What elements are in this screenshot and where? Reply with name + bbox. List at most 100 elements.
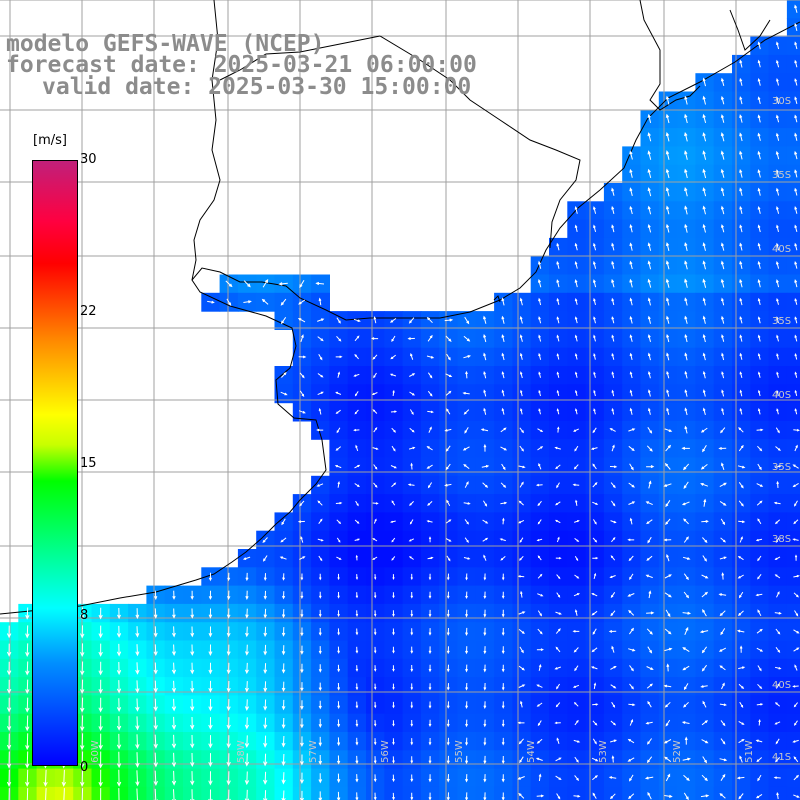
wind-arrow <box>611 645 615 653</box>
wind-arrow <box>519 371 523 379</box>
wind-arrow <box>720 278 725 288</box>
wind-cell <box>786 73 800 93</box>
wind-arrow <box>684 187 688 197</box>
wind-arrow <box>774 465 782 468</box>
wind-arrow <box>280 391 288 396</box>
lat-label: 35S <box>772 170 792 181</box>
wind-arrow <box>446 555 451 562</box>
wind-arrow <box>226 699 231 712</box>
wind-arrow <box>773 501 781 505</box>
colorbar-tick-15: 15 <box>80 456 97 471</box>
wind-cell <box>786 622 800 642</box>
wind-arrow <box>647 334 651 343</box>
wind-arrow <box>592 720 598 726</box>
wind-arrow <box>683 683 689 691</box>
wind-arrow <box>538 297 542 306</box>
wind-arrow <box>611 389 615 397</box>
wind-arrow <box>190 608 195 619</box>
wind-cell <box>567 786 587 800</box>
wind-arrow <box>556 353 560 360</box>
wind-arrow <box>116 733 122 750</box>
wind-cell <box>786 713 800 733</box>
wind-arrow <box>299 556 306 560</box>
wind-arrow <box>629 168 633 178</box>
wind-arrow <box>226 753 231 767</box>
wind-arrow <box>794 260 798 269</box>
wind-arrow <box>446 591 450 599</box>
wind-arrow <box>190 698 195 712</box>
wind-arrow <box>501 719 505 728</box>
wind-arrow <box>792 538 799 541</box>
wind-arrow <box>462 391 470 395</box>
valid-date: valid date: 2025-03-30 15:00:00 <box>42 74 472 100</box>
wind-arrow <box>555 628 561 634</box>
wind-arrow <box>719 556 727 560</box>
wind-arrow <box>299 790 304 800</box>
wind-arrow <box>392 646 395 654</box>
wind-arrow <box>501 352 505 361</box>
wind-arrow <box>775 279 780 288</box>
colorbar-tick-0: 0 <box>80 760 89 775</box>
wind-arrow <box>774 519 781 525</box>
wind-arrow <box>665 205 670 215</box>
wind-arrow <box>629 774 634 782</box>
colorbar <box>32 160 78 766</box>
wind-arrow <box>518 665 525 671</box>
wind-arrow <box>373 683 377 691</box>
wind-cell <box>786 128 800 147</box>
wind-arrow <box>629 334 633 342</box>
wind-arrow <box>739 645 743 653</box>
wind-arrow <box>700 427 708 433</box>
wind-arrow <box>700 794 710 798</box>
lon-label: 55W <box>453 740 465 763</box>
wind-arrow <box>629 315 633 324</box>
wind-arrow <box>208 572 212 582</box>
wind-arrow <box>794 334 798 342</box>
wind-arrow <box>665 242 670 252</box>
wind-arrow <box>463 502 471 505</box>
wind-arrow <box>701 720 709 726</box>
wind-arrow <box>483 719 487 728</box>
wind-arrow <box>336 519 342 525</box>
border-line <box>493 295 501 303</box>
wind-arrow <box>372 538 378 542</box>
wind-arrow <box>593 352 596 360</box>
wind-arrow <box>482 519 489 524</box>
wind-arrow <box>739 297 743 306</box>
wind-arrow <box>372 409 378 414</box>
wind-arrow <box>739 150 743 160</box>
wind-arrow <box>647 407 651 415</box>
wind-arrow <box>98 607 103 620</box>
border-line <box>379 35 581 249</box>
wind-arrow <box>483 443 487 452</box>
wind-arrow <box>517 776 525 780</box>
wind-arrow <box>757 555 762 562</box>
wind-arrow <box>282 573 286 581</box>
wind-arrow <box>794 664 798 671</box>
wind-arrow <box>464 316 470 325</box>
wind-arrow <box>757 518 762 525</box>
wind-arrow <box>702 407 706 416</box>
wind-arrow <box>756 428 764 432</box>
wind-arrow <box>756 647 764 652</box>
wind-arrow <box>702 370 706 379</box>
wind-arrow <box>646 666 654 670</box>
wind-arrow <box>262 279 269 288</box>
wind-arrow <box>611 242 615 251</box>
wind-arrow <box>226 626 231 638</box>
wind-cell <box>786 494 800 513</box>
wind-arrow <box>355 444 359 452</box>
wind-arrow <box>81 788 84 800</box>
wind-arrow <box>517 575 525 578</box>
wind-arrow <box>739 224 743 233</box>
wind-arrow <box>683 536 689 543</box>
wind-arrow <box>592 628 597 635</box>
wind-arrow <box>776 408 779 415</box>
wind-arrow <box>647 352 651 361</box>
wind-arrow <box>428 664 432 673</box>
wind-arrow <box>520 408 523 415</box>
wind-arrow <box>6 661 12 676</box>
wind-arrow <box>25 607 30 620</box>
wind-arrow <box>446 627 450 636</box>
wind-arrow <box>555 757 562 762</box>
